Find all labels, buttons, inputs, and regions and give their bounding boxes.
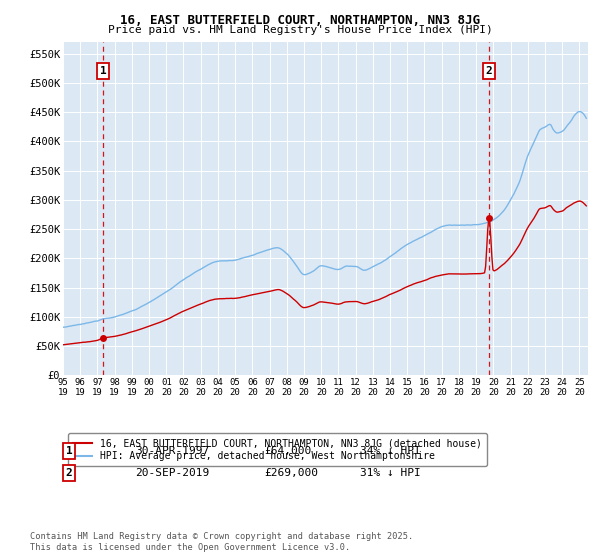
Text: 16, EAST BUTTERFIELD COURT, NORTHAMPTON, NN3 8JG: 16, EAST BUTTERFIELD COURT, NORTHAMPTON,… xyxy=(120,14,480,27)
Text: £269,000: £269,000 xyxy=(264,468,318,478)
Text: 30-APR-1997: 30-APR-1997 xyxy=(135,446,209,456)
Text: £64,000: £64,000 xyxy=(264,446,311,456)
Text: Contains HM Land Registry data © Crown copyright and database right 2025.
This d: Contains HM Land Registry data © Crown c… xyxy=(30,532,413,552)
Text: 1: 1 xyxy=(100,66,106,76)
Text: 2: 2 xyxy=(485,66,493,76)
Text: 2: 2 xyxy=(65,468,73,478)
Text: 31% ↓ HPI: 31% ↓ HPI xyxy=(360,468,421,478)
Legend: 16, EAST BUTTERFIELD COURT, NORTHAMPTON, NN3 8JG (detached house), HPI: Average : 16, EAST BUTTERFIELD COURT, NORTHAMPTON,… xyxy=(68,433,487,466)
Text: 34% ↓ HPI: 34% ↓ HPI xyxy=(360,446,421,456)
Text: 20-SEP-2019: 20-SEP-2019 xyxy=(135,468,209,478)
Text: 1: 1 xyxy=(65,446,73,456)
Text: Price paid vs. HM Land Registry's House Price Index (HPI): Price paid vs. HM Land Registry's House … xyxy=(107,25,493,35)
